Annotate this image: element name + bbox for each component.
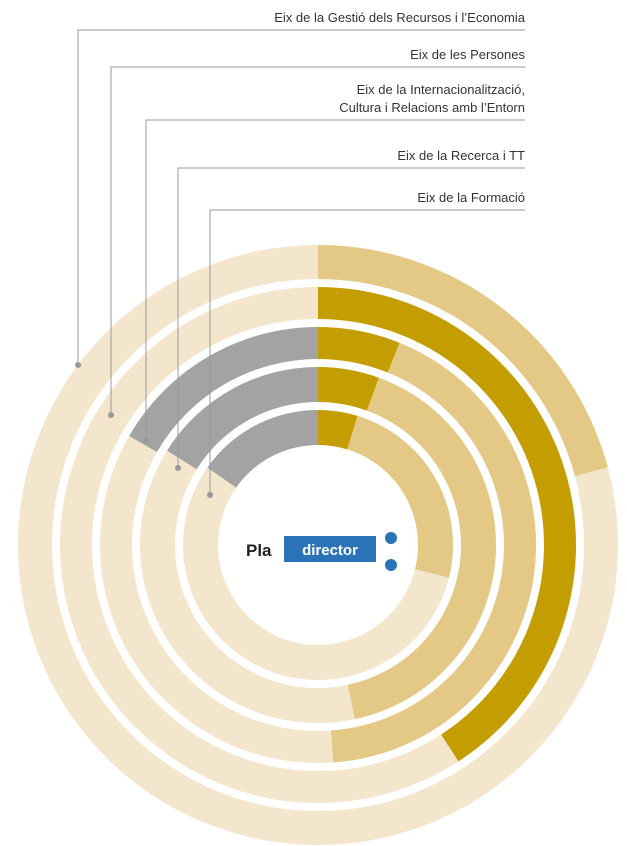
ring-label: Eix de la Formació (417, 190, 525, 205)
ring-segment (318, 367, 379, 411)
leader-line (177, 167, 525, 468)
ring-label: Eix de la Gestió dels Recursos i l’Econo… (274, 10, 525, 25)
ring-segment (318, 327, 400, 373)
logo-dot (385, 559, 397, 571)
ring-segment (167, 367, 318, 470)
logo: Pla director (246, 532, 397, 571)
ring-segment (347, 377, 497, 720)
ring-label: Eix de les Persones (410, 47, 525, 62)
logo-dot (385, 532, 397, 544)
ring-segment (330, 342, 536, 763)
leader-dot (75, 362, 81, 368)
ring-segment (129, 327, 318, 452)
ring-segment (207, 410, 318, 488)
ring-segment (318, 287, 576, 762)
leader-line (110, 66, 525, 415)
logo-prefix: Pla (246, 541, 272, 560)
ring-segment (318, 410, 358, 450)
leader-line (145, 119, 525, 440)
ring-label: Cultura i Relacions amb l’Entorn (339, 100, 525, 115)
ring-segment (347, 415, 453, 578)
rings (18, 245, 618, 845)
leader-dot (143, 437, 149, 443)
leaders: Eix de la Gestió dels Recursos i l’Econo… (75, 10, 526, 498)
leader-dot (207, 492, 213, 498)
ring-label: Eix de la Internacionalització, (357, 82, 525, 97)
logo-name: director (302, 542, 358, 559)
leader-line (209, 209, 525, 495)
ring-segment (318, 245, 608, 477)
logo-box (284, 536, 376, 562)
leader-dot (108, 412, 114, 418)
leader-dot (175, 465, 181, 471)
leader-line (77, 29, 525, 365)
ring-label: Eix de la Recerca i TT (397, 148, 525, 163)
